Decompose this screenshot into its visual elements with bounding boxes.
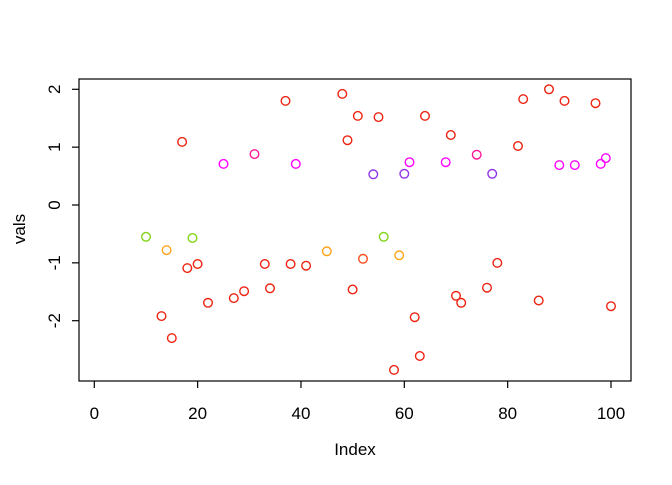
data-point — [202, 297, 213, 308]
data-point — [378, 231, 389, 242]
data-point — [487, 168, 498, 179]
data-point — [399, 168, 410, 179]
data-point — [590, 98, 601, 109]
data-point — [451, 290, 462, 301]
data-point — [280, 95, 291, 106]
axes-layer: 0 20 40 60 80 100 -2 -1 0 1 2 — [45, 78, 632, 423]
x-tick-label: 100 — [597, 404, 625, 423]
y-tick-label: 0 — [45, 200, 64, 209]
y-tick-label: -1 — [45, 255, 64, 270]
y-tick-label: 1 — [45, 142, 64, 151]
data-point — [595, 158, 606, 169]
data-point — [321, 246, 332, 257]
data-point — [239, 286, 250, 297]
x-tick-label: 20 — [188, 404, 207, 423]
data-point — [285, 259, 296, 270]
x-tick-label: 60 — [395, 404, 414, 423]
data-point — [265, 283, 276, 294]
data-point — [358, 253, 369, 264]
data-point — [218, 158, 229, 169]
data-point — [559, 95, 570, 106]
data-point — [166, 333, 177, 344]
data-point — [389, 364, 400, 375]
data-point — [192, 259, 203, 270]
data-point — [290, 158, 301, 169]
data-point — [518, 94, 529, 105]
data-point — [228, 293, 239, 304]
data-point — [533, 295, 544, 306]
x-axis-title: Index — [334, 440, 376, 459]
plot-frame — [78, 78, 632, 382]
data-point — [156, 311, 167, 322]
data-point — [182, 263, 193, 274]
data-point — [445, 129, 456, 140]
data-point — [394, 250, 405, 261]
data-point — [177, 136, 188, 147]
data-point — [420, 110, 431, 121]
data-point — [414, 351, 425, 362]
data-point — [259, 259, 270, 270]
y-tick-label: -2 — [45, 313, 64, 328]
data-point — [492, 257, 503, 268]
x-tick-label: 40 — [292, 404, 311, 423]
data-point — [409, 312, 420, 323]
data-point — [600, 153, 611, 164]
data-point — [368, 169, 379, 180]
data-point — [187, 232, 198, 243]
x-tick-label: 0 — [90, 404, 99, 423]
data-point — [373, 112, 384, 123]
data-point — [342, 135, 353, 146]
y-tick-label: 2 — [45, 85, 64, 94]
points-layer — [140, 84, 617, 375]
data-point — [569, 160, 580, 171]
data-point — [301, 260, 312, 271]
data-point — [456, 297, 467, 308]
data-point — [482, 282, 493, 293]
data-point — [161, 245, 172, 256]
data-point — [337, 88, 348, 99]
data-point — [554, 160, 565, 171]
data-point — [606, 301, 617, 312]
data-point — [471, 149, 482, 160]
y-axis-title: vals — [10, 214, 29, 244]
data-point — [249, 149, 260, 160]
data-point — [513, 140, 524, 151]
data-point — [440, 157, 451, 168]
data-point — [140, 231, 151, 242]
data-point — [347, 284, 358, 295]
data-point — [352, 110, 363, 121]
data-point — [404, 157, 415, 168]
x-tick-label: 80 — [498, 404, 517, 423]
data-point — [544, 84, 555, 95]
